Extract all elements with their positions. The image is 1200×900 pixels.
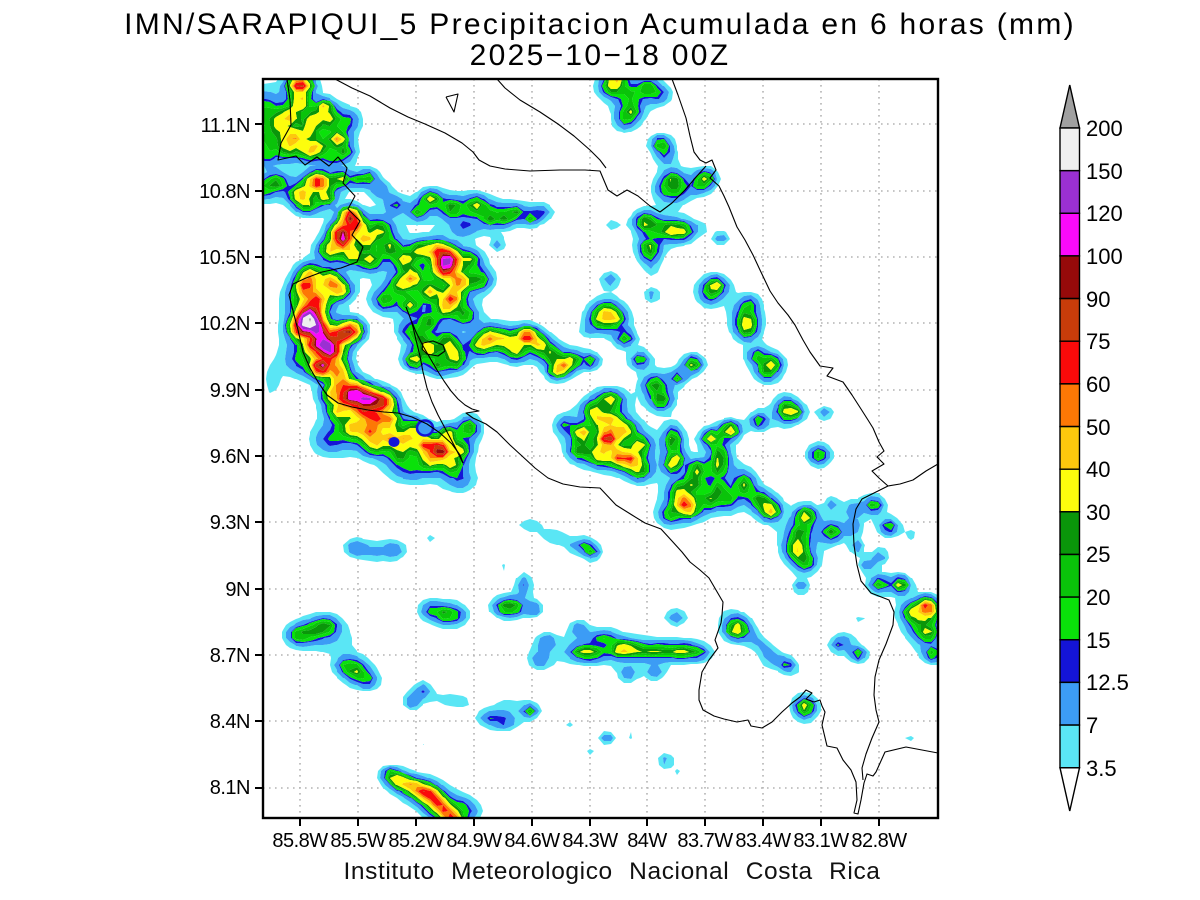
svg-text:83.7W: 83.7W xyxy=(677,830,733,852)
svg-text:8.4N: 8.4N xyxy=(210,711,250,733)
svg-text:83.4W: 83.4W xyxy=(735,830,791,852)
svg-text:50: 50 xyxy=(1086,415,1110,440)
svg-text:10.5N: 10.5N xyxy=(199,247,250,269)
svg-text:100: 100 xyxy=(1086,244,1123,269)
svg-text:Instituto Meteorologico Nacion: Instituto Meteorologico Nacional Costa R… xyxy=(343,858,880,885)
svg-text:82.8W: 82.8W xyxy=(851,830,907,852)
svg-text:30: 30 xyxy=(1086,500,1110,525)
svg-text:40: 40 xyxy=(1086,457,1110,482)
svg-text:10.2N: 10.2N xyxy=(199,313,250,335)
svg-text:84.9W: 84.9W xyxy=(446,830,502,852)
svg-text:85.5W: 85.5W xyxy=(330,830,386,852)
svg-text:15: 15 xyxy=(1086,628,1110,653)
svg-text:85.2W: 85.2W xyxy=(388,830,444,852)
svg-text:84.3W: 84.3W xyxy=(562,830,618,852)
svg-text:75: 75 xyxy=(1086,329,1110,354)
svg-text:8.1N: 8.1N xyxy=(210,777,250,799)
svg-text:9N: 9N xyxy=(225,579,250,601)
svg-text:7: 7 xyxy=(1086,713,1098,738)
svg-text:60: 60 xyxy=(1086,372,1110,397)
svg-text:8.7N: 8.7N xyxy=(210,645,250,667)
svg-text:200: 200 xyxy=(1086,116,1123,141)
svg-text:120: 120 xyxy=(1086,201,1123,226)
svg-text:9.6N: 9.6N xyxy=(210,446,250,468)
svg-text:9.3N: 9.3N xyxy=(210,512,250,534)
svg-text:150: 150 xyxy=(1086,159,1123,184)
svg-text:2025−10−18 00Z: 2025−10−18 00Z xyxy=(470,39,731,72)
svg-text:84.6W: 84.6W xyxy=(504,830,560,852)
svg-text:83.1W: 83.1W xyxy=(793,830,849,852)
svg-text:84W: 84W xyxy=(627,830,667,852)
svg-text:25: 25 xyxy=(1086,542,1110,567)
svg-text:IMN/SARAPIQUI_5 Precipitacion: IMN/SARAPIQUI_5 Precipitacion Acumulada … xyxy=(124,8,1076,41)
svg-text:90: 90 xyxy=(1086,287,1110,312)
svg-text:3.5: 3.5 xyxy=(1086,756,1117,781)
svg-text:12.5: 12.5 xyxy=(1086,670,1129,695)
svg-text:20: 20 xyxy=(1086,585,1110,610)
svg-text:85.8W: 85.8W xyxy=(272,830,328,852)
svg-text:11.1N: 11.1N xyxy=(201,115,250,137)
svg-text:9.9N: 9.9N xyxy=(210,380,250,402)
svg-text:10.8N: 10.8N xyxy=(199,181,250,203)
